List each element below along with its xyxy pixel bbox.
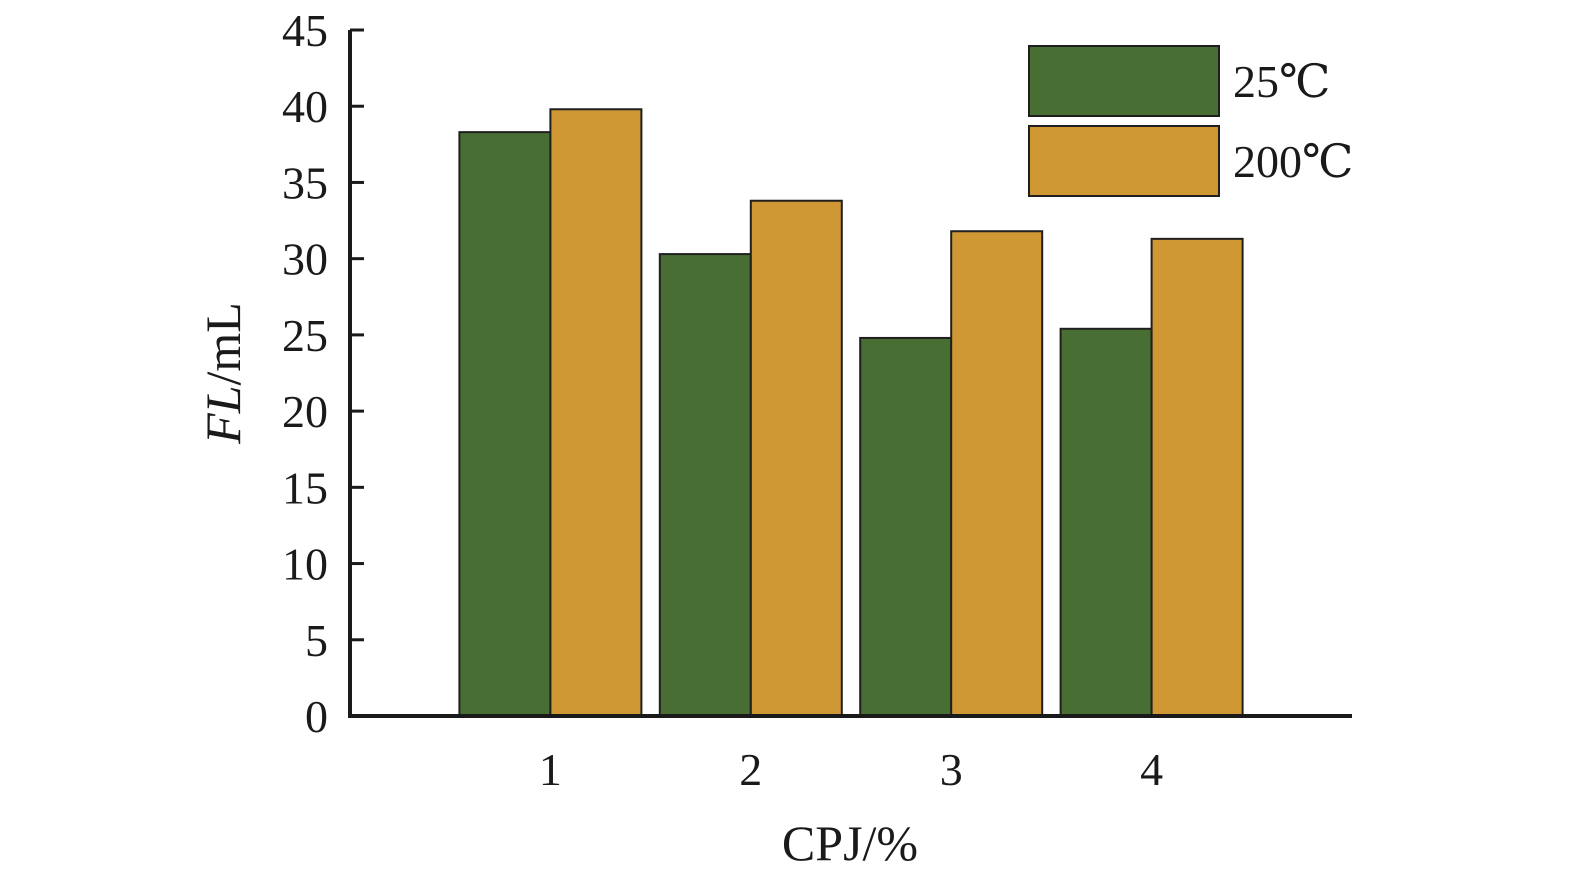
bar-series1-cat4 (1059, 327, 1153, 717)
bar-series1-cat3 (859, 336, 953, 717)
y-axis-title-italic: FL (195, 385, 251, 444)
x-tick-label: 2 (739, 744, 762, 795)
y-tick-label: 25 (282, 310, 328, 361)
bar-series2-cat4 (1150, 237, 1244, 718)
bar-series2-cat3 (950, 230, 1044, 718)
bar-series1-cat2 (658, 253, 752, 718)
axes (348, 30, 1352, 718)
y-tick-label: 40 (282, 81, 328, 132)
legend-label: 25℃ (1233, 56, 1330, 107)
bar-layer (458, 108, 1244, 718)
legend-swatch (1028, 45, 1220, 117)
y-tick-label: 0 (305, 691, 328, 742)
legend-swatch (1028, 125, 1220, 197)
legend-label: 200℃ (1233, 136, 1353, 187)
x-tick-label: 4 (1140, 744, 1163, 795)
y-tick-label: 45 (282, 5, 328, 56)
bar-series2-cat1 (549, 108, 643, 717)
legend: 25℃ 200℃ (1028, 45, 1353, 197)
y-tick-label: 5 (305, 615, 328, 666)
y-tick-label: 15 (282, 462, 328, 513)
y-tick-label: 35 (282, 157, 328, 208)
x-ticks: 1 2 3 4 (539, 744, 1163, 795)
y-tick-label: 30 (282, 234, 328, 285)
x-tick-label: 3 (940, 744, 963, 795)
y-ticks: 0 5 10 15 20 25 30 35 40 45 (282, 5, 364, 742)
y-tick-label: 10 (282, 539, 328, 590)
x-tick-label: 1 (539, 744, 562, 795)
bar-series2-cat2 (749, 199, 843, 717)
y-tick-label: 20 (282, 386, 328, 437)
y-axis-title: FL/mL (195, 302, 251, 445)
y-axis-title-unit: /mL (195, 302, 251, 385)
x-axis-title: CPJ/% (782, 815, 918, 871)
bar-series1-cat1 (458, 131, 552, 718)
